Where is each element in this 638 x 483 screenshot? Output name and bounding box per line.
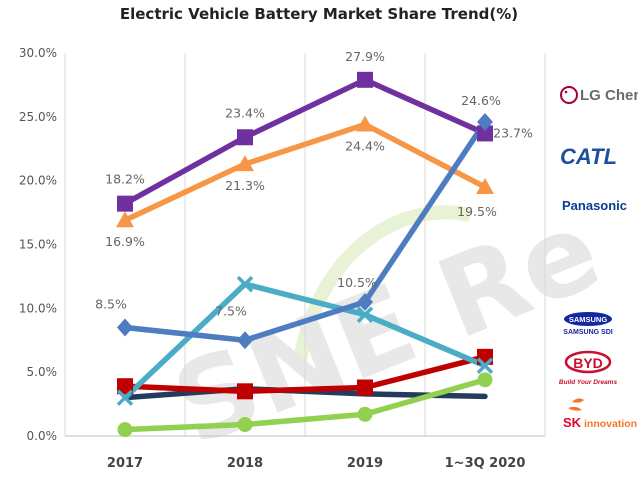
- data-point-marker: [236, 155, 254, 172]
- data-point-marker: [357, 292, 373, 311]
- data-label: 27.9%: [345, 49, 385, 64]
- data-label: 23.4%: [225, 105, 265, 120]
- y-tick-label: 10.0%: [19, 301, 57, 315]
- data-label: 8.5%: [95, 296, 127, 311]
- data-point-marker: [117, 195, 133, 212]
- legend-panasonic: Panasonic: [562, 198, 627, 213]
- y-tick-label: 15.0%: [19, 238, 57, 252]
- sk-logo-icon: [568, 398, 584, 411]
- y-axis: 0.0% 5.0% 10.0% 15.0% 20.0% 25.0% 30.0%: [19, 46, 57, 443]
- data-label: 19.5%: [457, 204, 497, 219]
- legend-byd: BYD Build Your Dreams: [559, 350, 618, 386]
- legend-catl: CATL: [560, 144, 617, 169]
- data-point-marker: [357, 379, 373, 396]
- data-point-marker: [116, 211, 134, 228]
- data-point-marker: [476, 357, 494, 375]
- series-line: [122, 377, 488, 433]
- legend-label-samsung-sdi: SAMSUNG SDI: [563, 329, 612, 336]
- y-tick-label: 30.0%: [19, 46, 57, 60]
- y-tick-label: 20.0%: [19, 174, 57, 188]
- series-line: [122, 281, 488, 401]
- data-point-marker: [116, 389, 134, 406]
- series-lines: [122, 77, 488, 433]
- data-point-marker: [357, 406, 373, 422]
- series-line: [122, 121, 488, 223]
- x-tick-label: 2019: [347, 456, 383, 471]
- x-tick-label: 2018: [227, 456, 263, 471]
- data-point-marker: [477, 112, 493, 131]
- legend-samsung-sdi: SAMSUNG SAMSUNG SDI: [563, 312, 613, 336]
- legend-label-lg-chem: LG Chem: [580, 87, 638, 104]
- data-point-marker: [237, 417, 253, 433]
- legend-label-samsung: SAMSUNG: [569, 315, 608, 324]
- data-label: 24.6%: [461, 93, 501, 108]
- data-point-marker: [477, 372, 493, 388]
- series-markers: [116, 71, 494, 438]
- gridlines: [64, 53, 546, 437]
- data-point-marker: [117, 378, 133, 395]
- x-tick-label: 1~3Q 2020: [445, 456, 526, 471]
- data-point-marker: [477, 125, 493, 142]
- data-label: 24.4%: [345, 138, 385, 153]
- samsung-logo-icon: [564, 312, 612, 326]
- legend-label-build-your-dreams: Build Your Dreams: [559, 379, 618, 386]
- series-line: [122, 77, 488, 207]
- legend-sk-innovation: SK innovation: [563, 398, 637, 430]
- data-label: 18.2%: [105, 172, 145, 187]
- data-label: 16.9%: [105, 234, 145, 249]
- lg-logo-dot: [564, 90, 568, 94]
- chart-title: Electric Vehicle Battery Market Share Tr…: [120, 5, 518, 23]
- y-tick-label: 5.0%: [27, 365, 58, 379]
- data-point-marker: [356, 115, 374, 132]
- legend-label-panasonic: Panasonic: [562, 198, 627, 213]
- lg-logo-icon: [560, 86, 578, 104]
- legend-lg-chem: LG Chem: [560, 86, 638, 104]
- x-axis: 2017 2018 2019 1~3Q 2020: [107, 456, 525, 471]
- y-tick-label: 0.0%: [27, 429, 58, 443]
- data-point-marker: [117, 422, 133, 438]
- series-line: [122, 119, 488, 343]
- data-label: 23.7%: [493, 125, 533, 140]
- legend-label-catl: CATL: [560, 144, 617, 169]
- data-label: 10.5%: [337, 275, 377, 290]
- legend: LG Chem CATL Panasonic SAMSUNG SAMSUNG S…: [559, 86, 638, 430]
- byd-logo-icon: [564, 350, 612, 374]
- data-label: 21.3%: [225, 178, 265, 193]
- legend-label-byd: BYD: [573, 355, 603, 371]
- series-line: [122, 354, 488, 395]
- data-point-marker: [236, 275, 254, 293]
- legend-label-sk: SK: [563, 415, 582, 430]
- data-point-marker: [237, 331, 253, 350]
- data-point-marker: [117, 318, 133, 337]
- legend-label-innovation: innovation: [584, 418, 637, 430]
- data-point-marker: [356, 306, 374, 323]
- data-point-marker: [237, 383, 253, 400]
- y-tick-label: 25.0%: [19, 110, 57, 124]
- data-label: 7.5%: [215, 303, 247, 318]
- data-point-marker: [357, 71, 373, 88]
- data-point-marker: [237, 129, 253, 146]
- data-point-marker: [476, 178, 494, 195]
- x-tick-label: 2017: [107, 456, 143, 471]
- data-labels: 18.2% 23.4% 27.9% 23.7% 16.9% 21.3% 24.4% 19.5%…: [95, 49, 533, 318]
